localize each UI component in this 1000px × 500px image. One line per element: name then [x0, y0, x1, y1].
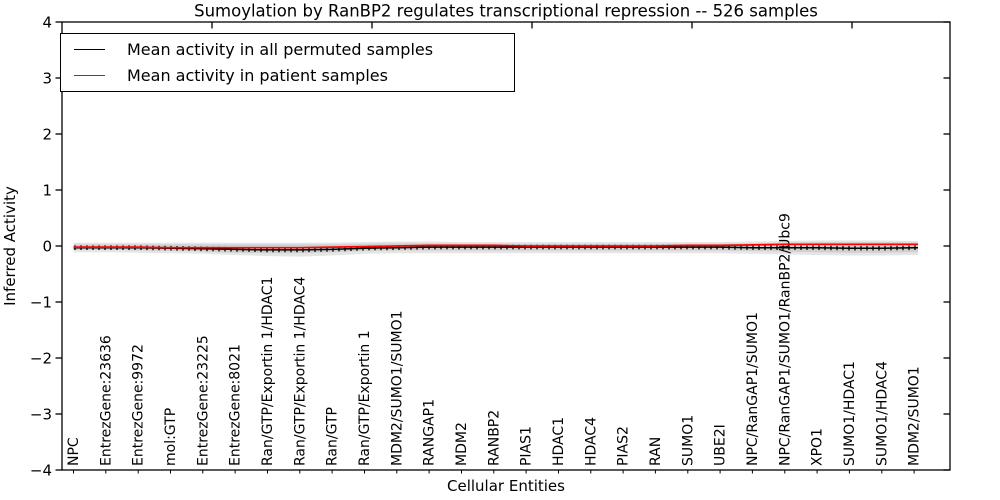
x-tick-label: MDM2/SUMO1/SUMO1 — [389, 310, 405, 466]
x-tick-label: PIAS1 — [519, 426, 535, 466]
chart-title: Sumoylation by RanBP2 regulates transcri… — [194, 1, 818, 21]
x-axis-label: Cellular Entities — [447, 477, 565, 495]
x-tick-label: EntrezGene:23636 — [98, 335, 114, 466]
x-tick-label: EntrezGene:9972 — [131, 344, 147, 466]
x-tick-label: RAN — [648, 437, 664, 466]
x-tick-label: SUMO1/HDAC4 — [874, 361, 890, 466]
legend-label-permuted: Mean activity in all permuted samples — [127, 40, 434, 60]
x-tick-label: MDM2 — [454, 422, 470, 466]
y-tick-label: 4 — [42, 14, 52, 32]
x-tick-label: XPO1 — [810, 428, 826, 466]
x-tick-label: HDAC4 — [583, 417, 599, 466]
x-tick-label: RANGAP1 — [422, 399, 438, 466]
x-tick-label: HDAC1 — [551, 417, 567, 466]
y-tick-label: −3 — [30, 406, 52, 424]
x-tick-label: RANBP2 — [486, 410, 502, 466]
x-tick-label: SUMO1 — [680, 415, 696, 466]
y-tick-label: 2 — [42, 126, 52, 144]
y-tick-label: 0 — [42, 238, 52, 256]
legend-line-sample-red — [74, 74, 105, 76]
y-tick-label: −2 — [30, 350, 52, 368]
x-tick-label: EntrezGene:8021 — [228, 344, 244, 466]
patient-mean-line — [73, 243, 918, 249]
x-tick-label: Ran/GTP/Exportin 1/HDAC1 — [260, 277, 276, 466]
x-tick-label: NPC/RanGAP1/SUMO1 — [745, 312, 761, 466]
x-tick-label: EntrezGene:23225 — [195, 335, 211, 466]
legend-item-permuted: Mean activity in all permuted samples — [61, 40, 514, 59]
x-tick-label: MDM2/SUMO1 — [907, 366, 923, 466]
y-tick-label: 3 — [42, 70, 52, 88]
legend-label-patient: Mean activity in patient samples — [127, 65, 388, 85]
y-tick-label: −1 — [30, 294, 52, 312]
x-tick-label: NPC/RanGAP1/SUMO1/RanBP2/Ubc9 — [777, 213, 793, 466]
y-axis-label: Inferred Activity — [1, 186, 19, 306]
x-tick-label: PIAS2 — [616, 426, 632, 466]
x-tick-label: Ran/GTP/Exportin 1/HDAC4 — [292, 277, 308, 466]
x-tick-label: Ran/GTP — [325, 407, 341, 466]
x-tick-label: SUMO1/HDAC1 — [842, 361, 858, 466]
x-tick-label: NPC — [66, 437, 82, 466]
y-tick-label: 1 — [42, 182, 52, 200]
legend-line-sample-black — [74, 49, 105, 51]
x-tick-label: Ran/GTP/Exportin 1 — [357, 330, 373, 466]
x-tick-label: mol:GTP — [163, 408, 179, 466]
y-tick-label: −4 — [30, 462, 52, 480]
legend-item-patient: Mean activity in patient samples — [61, 66, 514, 85]
x-tick-label: UBE2I — [713, 424, 729, 466]
legend: Mean activity in all permuted samples Me… — [60, 33, 515, 92]
